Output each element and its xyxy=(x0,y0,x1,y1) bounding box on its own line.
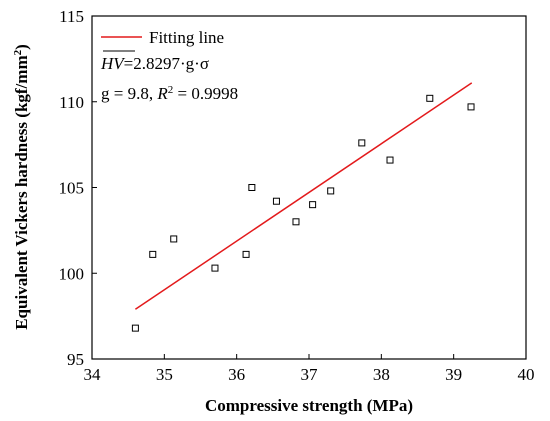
fitting-line xyxy=(134,82,473,310)
equation-annotation: HV=2.8297·g·σ g = 9.8, R2 = 0.9998 xyxy=(100,50,238,103)
legend-label-fitting-line: Fitting line xyxy=(149,28,224,47)
data-point xyxy=(149,250,157,258)
equation-text: HV=2.8297·g·σ xyxy=(100,54,209,73)
y-tick-label: 110 xyxy=(59,93,84,112)
data-point xyxy=(426,94,434,102)
x-tick-label: 40 xyxy=(518,365,535,384)
x-tick-label: 39 xyxy=(445,365,462,384)
x-axis-label: Compressive strength (MPa) xyxy=(205,396,413,415)
x-tick-label: 34 xyxy=(84,365,102,384)
scatter-points xyxy=(131,94,475,332)
y-tick-label: 105 xyxy=(59,179,85,198)
y-axis-label: Equivalent Vickers hardness (kgf/mm2) xyxy=(12,44,31,330)
data-point xyxy=(358,139,366,147)
x-tick-label: 38 xyxy=(373,365,390,384)
y-tick-label: 115 xyxy=(59,7,84,26)
data-point xyxy=(292,218,300,226)
data-point xyxy=(467,103,475,111)
fit-parameters-text: g = 9.8, R2 = 0.9998 xyxy=(101,84,238,103)
data-point xyxy=(327,187,335,195)
data-point xyxy=(272,197,280,205)
y-tick-label: 95 xyxy=(67,350,84,369)
data-point xyxy=(131,324,139,332)
y-tick-label: 100 xyxy=(59,264,85,283)
data-point xyxy=(211,264,219,272)
fitting-line-path xyxy=(134,82,473,310)
x-axis-ticks: 34 35 36 37 38 39 40 xyxy=(84,354,535,384)
data-point xyxy=(309,201,317,209)
x-tick-label: 35 xyxy=(156,365,173,384)
data-point xyxy=(248,184,256,191)
x-tick-label: 37 xyxy=(301,365,319,384)
data-point xyxy=(386,156,394,164)
data-point xyxy=(170,235,178,243)
data-point xyxy=(242,250,250,258)
x-tick-label: 36 xyxy=(228,365,245,384)
y-axis-ticks: 95 100 105 110 115 xyxy=(59,7,97,369)
legend: Fitting line xyxy=(101,28,224,47)
